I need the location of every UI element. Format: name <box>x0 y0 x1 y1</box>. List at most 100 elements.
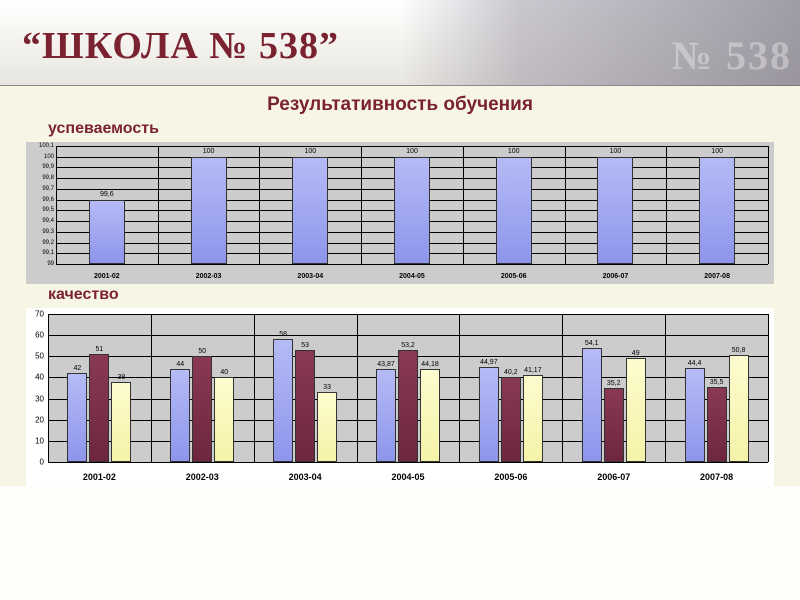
chart1-ytick-label: 99 <box>26 261 54 267</box>
chart1-vline <box>259 146 260 264</box>
chart2-bar <box>582 348 602 462</box>
chart2-value-label: 43,87 <box>371 361 401 368</box>
chart1-bar <box>496 157 532 264</box>
chart1-ytick-label: 99,1 <box>26 250 54 256</box>
chart2-ytick-label: 40 <box>26 373 44 382</box>
chart2-bar <box>89 354 109 462</box>
chart1-ytick-label: 100 <box>26 154 54 160</box>
chart1-bar <box>89 200 125 264</box>
chart2-bar <box>317 392 337 462</box>
chart2-xlabel: 2003-04 <box>270 472 340 482</box>
chart1-ytick-label: 99,4 <box>26 218 54 224</box>
chart1-vline <box>666 146 667 264</box>
chart1-ytick-label: 99,9 <box>26 164 54 170</box>
chart2-value-label: 53,2 <box>393 342 423 349</box>
chart2-value-label: 35,5 <box>702 379 732 386</box>
chart1-vline <box>56 146 57 264</box>
chart2-bar <box>420 369 440 462</box>
chart2-bar <box>295 350 315 462</box>
chart1-value-label: 100 <box>387 148 437 155</box>
chart2-bar <box>729 355 749 462</box>
chart1-ytick-label: 100,1 <box>26 143 54 149</box>
chart1-xlabel: 2005-06 <box>484 273 544 280</box>
chart2-xlabel: 2002-03 <box>167 472 237 482</box>
chart1-vline <box>463 146 464 264</box>
chart1-subtitle: успеваемость <box>48 120 800 138</box>
chart2-gridline <box>48 314 768 315</box>
chart1-value-label: 100 <box>489 148 539 155</box>
chart1-ytick-label: 99,3 <box>26 229 54 235</box>
chart2-value-label: 53 <box>290 342 320 349</box>
chart1-ytick-label: 99,7 <box>26 186 54 192</box>
chart1-value-label: 100 <box>184 148 234 155</box>
chart2-xlabel: 2001-02 <box>64 472 134 482</box>
header: “ШКОЛА № 538” № 538 <box>0 0 800 86</box>
chart2-value-label: 38 <box>106 374 136 381</box>
chart2-value-label: 35,2 <box>599 380 629 387</box>
chart2-ytick-label: 20 <box>26 415 44 424</box>
chart2-subtitle: качество <box>48 286 800 304</box>
chart1-ytick-label: 99,2 <box>26 240 54 246</box>
chart2-xlabel: 2005-06 <box>476 472 546 482</box>
chart2-xlabel: 2006-07 <box>579 472 649 482</box>
chart1-value-label: 100 <box>590 148 640 155</box>
chart1-bar <box>292 157 328 264</box>
chart2-value-label: 44 <box>165 361 195 368</box>
chart2-value-label: 50,8 <box>724 347 754 354</box>
chart2-value-label: 44,18 <box>415 361 445 368</box>
chart1-ytick-label: 99,5 <box>26 207 54 213</box>
chart2-ytick-label: 10 <box>26 436 44 445</box>
chart2-bar <box>376 369 396 462</box>
chart2-ytick-label: 50 <box>26 352 44 361</box>
chart1-ytick-label: 99,8 <box>26 175 54 181</box>
chart2-bar <box>170 369 190 462</box>
chart1-vline <box>158 146 159 264</box>
chart2-ytick-label: 0 <box>26 458 44 467</box>
chart2-bar <box>214 377 234 462</box>
chart2-value-label: 42 <box>62 365 92 372</box>
chart2-gridline <box>48 335 768 336</box>
chart1-bar <box>699 157 735 264</box>
chart2-vline <box>768 314 769 462</box>
chart2-xlabel: 2007-08 <box>682 472 752 482</box>
chart2-value-label: 33 <box>312 384 342 391</box>
chart2-bar <box>604 388 624 462</box>
chart2-vline <box>665 314 666 462</box>
chart1-xlabel: 2002-03 <box>179 273 239 280</box>
chart2-bar <box>707 387 727 462</box>
chart2-value-label: 50 <box>187 348 217 355</box>
chart2-ytick-label: 70 <box>26 310 44 319</box>
chart2-ytick-label: 30 <box>26 394 44 403</box>
header-ghost-text: № 538 <box>672 32 792 79</box>
chart2-vline <box>48 314 49 462</box>
chart1-value-label: 99,6 <box>82 191 132 198</box>
chart2-xlabel: 2004-05 <box>373 472 443 482</box>
chart2-bar <box>626 358 646 462</box>
chart2-value-label: 58 <box>268 331 298 338</box>
chart2-vline <box>562 314 563 462</box>
main-title: Результативность обучения <box>0 94 800 116</box>
chart2-bar <box>111 382 131 462</box>
chart1-xlabel: 2003-04 <box>280 273 340 280</box>
chart2-value-label: 44,97 <box>474 359 504 366</box>
chart2-vline <box>254 314 255 462</box>
chart2-value-label: 54,1 <box>577 340 607 347</box>
chart2-ytick-label: 60 <box>26 331 44 340</box>
chart2-bar <box>273 339 293 462</box>
chart1-plot: 99,6100100100100100100 <box>56 146 768 264</box>
chart1-gridline <box>56 264 768 265</box>
chart2-value-label: 51 <box>84 346 114 353</box>
chart1-value-label: 100 <box>285 148 335 155</box>
chart1-bar <box>597 157 633 264</box>
chart2-bar <box>479 367 499 462</box>
chart1-xlabel: 2006-07 <box>585 273 645 280</box>
chart2: 42513844504058533343,8753,244,1844,9740,… <box>26 308 774 486</box>
chart2-value-label: 40 <box>209 369 239 376</box>
chart1-bar <box>191 157 227 264</box>
chart2-vline <box>357 314 358 462</box>
chart2-vline <box>151 314 152 462</box>
chart1-bar <box>394 157 430 264</box>
header-title: “ШКОЛА № 538” <box>22 24 339 68</box>
chart1-xlabel: 2007-08 <box>687 273 747 280</box>
chart2-gridline <box>48 462 768 463</box>
